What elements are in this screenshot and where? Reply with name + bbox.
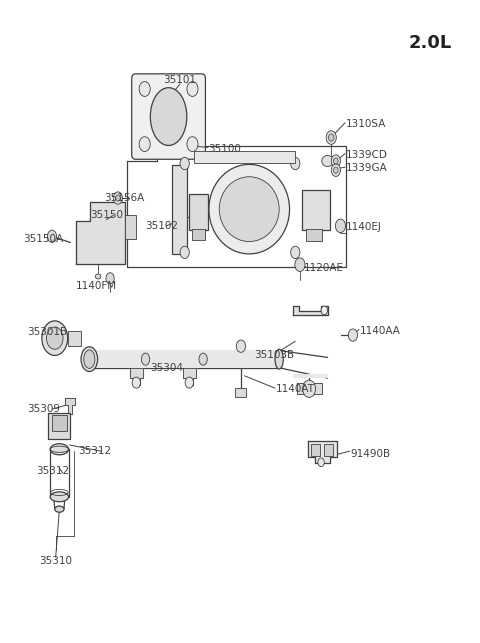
Ellipse shape bbox=[81, 347, 97, 372]
Circle shape bbox=[328, 134, 334, 141]
Circle shape bbox=[187, 82, 198, 96]
Ellipse shape bbox=[142, 353, 150, 365]
Circle shape bbox=[180, 246, 189, 258]
Circle shape bbox=[334, 158, 338, 164]
Bar bbox=[48, 413, 71, 439]
Circle shape bbox=[336, 219, 346, 233]
Text: 35301B: 35301B bbox=[27, 327, 67, 337]
Bar bbox=[194, 151, 295, 163]
Circle shape bbox=[236, 340, 246, 352]
Circle shape bbox=[42, 321, 68, 356]
FancyBboxPatch shape bbox=[132, 74, 205, 159]
Circle shape bbox=[180, 158, 189, 170]
Polygon shape bbox=[76, 203, 125, 264]
Text: 2.0L: 2.0L bbox=[408, 35, 452, 53]
Bar bbox=[311, 444, 320, 456]
Ellipse shape bbox=[96, 274, 101, 279]
Ellipse shape bbox=[55, 506, 64, 512]
Circle shape bbox=[185, 377, 193, 388]
Text: 35312: 35312 bbox=[36, 466, 70, 476]
Text: 1140AT: 1140AT bbox=[276, 385, 315, 394]
Polygon shape bbox=[65, 398, 75, 414]
Text: 35100: 35100 bbox=[208, 143, 240, 154]
Ellipse shape bbox=[219, 177, 279, 242]
Ellipse shape bbox=[275, 349, 283, 369]
Circle shape bbox=[139, 137, 150, 152]
Polygon shape bbox=[293, 306, 327, 315]
Text: 1339CD: 1339CD bbox=[346, 150, 388, 160]
Text: 1120AE: 1120AE bbox=[303, 263, 344, 273]
Circle shape bbox=[106, 273, 114, 284]
Text: 1140FM: 1140FM bbox=[76, 281, 117, 291]
Text: 35150A: 35150A bbox=[24, 235, 63, 244]
Text: 91490B: 91490B bbox=[350, 449, 391, 459]
Bar bbox=[189, 194, 208, 230]
Bar bbox=[324, 444, 333, 456]
Polygon shape bbox=[297, 383, 322, 394]
Polygon shape bbox=[130, 368, 143, 385]
Text: 35103B: 35103B bbox=[254, 350, 294, 361]
Bar bbox=[306, 229, 322, 241]
Ellipse shape bbox=[199, 353, 207, 365]
Text: 1339GA: 1339GA bbox=[346, 163, 388, 174]
Bar bbox=[192, 229, 204, 240]
Circle shape bbox=[295, 258, 305, 271]
Circle shape bbox=[334, 167, 338, 174]
Circle shape bbox=[113, 192, 122, 204]
Circle shape bbox=[326, 131, 336, 144]
Text: 35309: 35309 bbox=[27, 404, 60, 414]
Ellipse shape bbox=[84, 350, 95, 368]
Text: 35310: 35310 bbox=[39, 556, 72, 566]
Bar bbox=[125, 215, 136, 239]
Ellipse shape bbox=[209, 165, 289, 254]
Circle shape bbox=[318, 458, 324, 467]
Text: 1140AA: 1140AA bbox=[360, 326, 401, 336]
Text: 35150: 35150 bbox=[90, 210, 123, 221]
Ellipse shape bbox=[60, 418, 70, 422]
Circle shape bbox=[48, 230, 57, 242]
Circle shape bbox=[116, 195, 120, 201]
Polygon shape bbox=[308, 441, 337, 464]
Bar bbox=[302, 190, 330, 230]
Text: 1140EJ: 1140EJ bbox=[346, 222, 382, 232]
Ellipse shape bbox=[322, 156, 333, 167]
Bar bbox=[293, 374, 327, 378]
Circle shape bbox=[291, 158, 300, 170]
Polygon shape bbox=[183, 368, 196, 385]
Ellipse shape bbox=[50, 492, 69, 502]
Circle shape bbox=[348, 329, 358, 341]
Circle shape bbox=[321, 306, 327, 314]
Circle shape bbox=[47, 327, 63, 349]
Bar bbox=[172, 165, 187, 253]
Bar bbox=[235, 388, 246, 397]
Circle shape bbox=[291, 246, 300, 258]
Ellipse shape bbox=[150, 87, 187, 145]
Text: 35102: 35102 bbox=[145, 221, 179, 231]
Circle shape bbox=[303, 380, 315, 397]
Bar bbox=[52, 415, 67, 431]
Text: 35156A: 35156A bbox=[104, 193, 144, 203]
Circle shape bbox=[187, 137, 198, 152]
Ellipse shape bbox=[50, 444, 69, 455]
Circle shape bbox=[132, 377, 141, 388]
Text: 35304: 35304 bbox=[150, 363, 183, 373]
Bar bbox=[93, 350, 279, 368]
Text: 35101: 35101 bbox=[164, 75, 197, 84]
Circle shape bbox=[139, 82, 150, 96]
Bar bbox=[68, 331, 81, 345]
Text: 1310SA: 1310SA bbox=[346, 119, 386, 129]
Text: 35312: 35312 bbox=[78, 446, 111, 456]
Circle shape bbox=[331, 164, 340, 176]
Circle shape bbox=[331, 155, 340, 167]
